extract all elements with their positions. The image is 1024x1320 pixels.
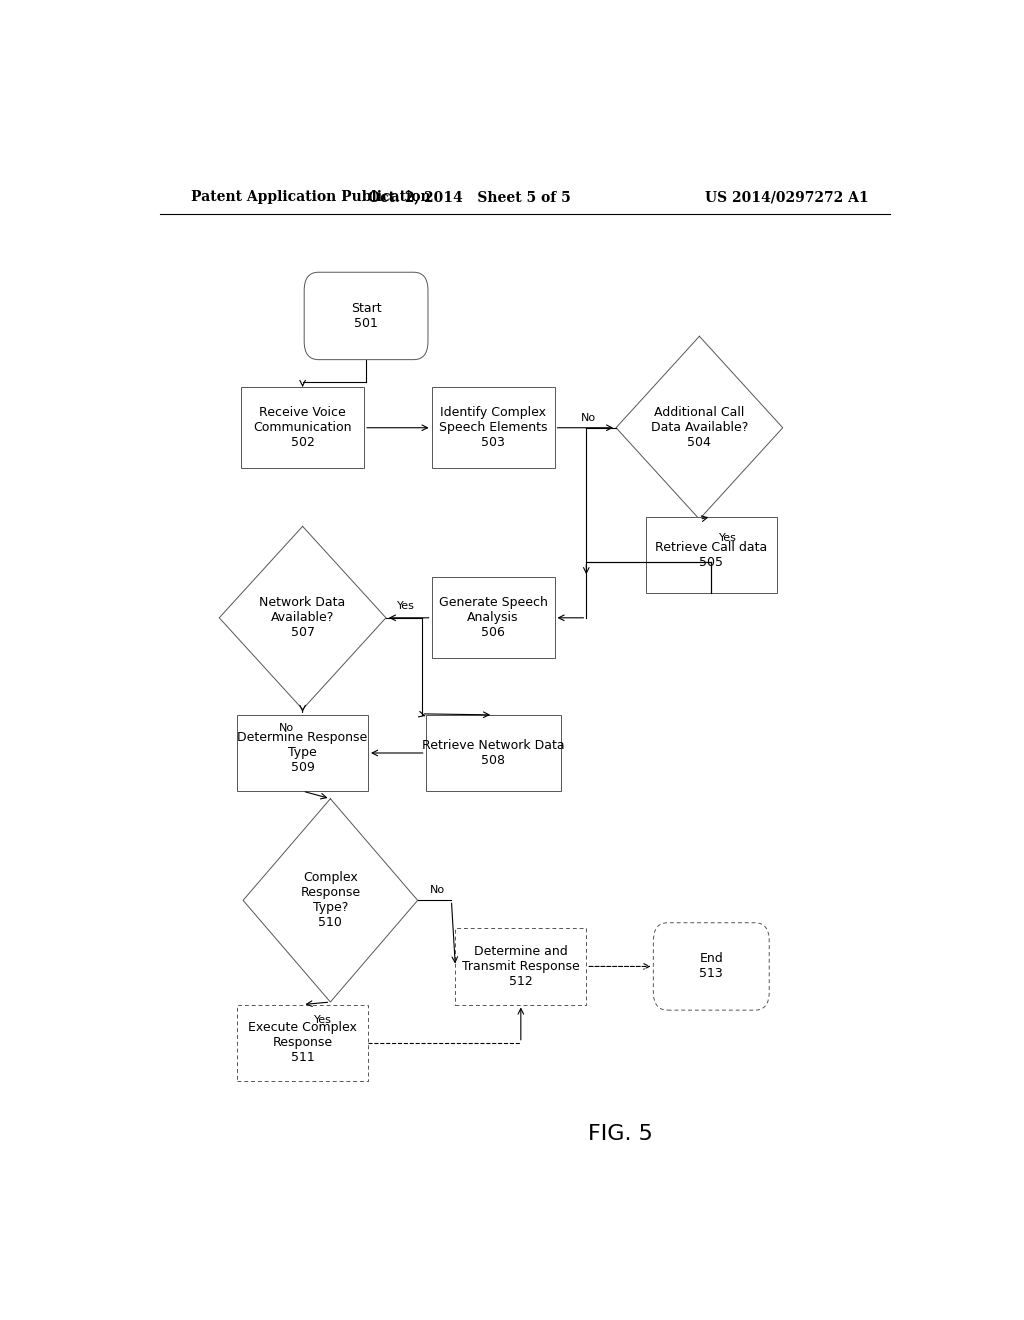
Text: Patent Application Publication: Patent Application Publication — [191, 190, 431, 205]
FancyBboxPatch shape — [426, 715, 560, 791]
Text: Receive Voice
Communication
502: Receive Voice Communication 502 — [253, 407, 352, 449]
FancyBboxPatch shape — [238, 1005, 368, 1081]
Text: Retrieve Network Data
508: Retrieve Network Data 508 — [422, 739, 564, 767]
Text: Retrieve Call data
505: Retrieve Call data 505 — [655, 541, 767, 569]
Text: Yes: Yes — [313, 1015, 332, 1026]
FancyBboxPatch shape — [304, 272, 428, 359]
Text: Generate Speech
Analysis
506: Generate Speech Analysis 506 — [438, 597, 548, 639]
Text: Execute Complex
Response
511: Execute Complex Response 511 — [248, 1022, 357, 1064]
Text: Complex
Response
Type?
510: Complex Response Type? 510 — [300, 871, 360, 929]
Text: Determine and
Transmit Response
512: Determine and Transmit Response 512 — [462, 945, 580, 987]
Text: US 2014/0297272 A1: US 2014/0297272 A1 — [705, 190, 868, 205]
Text: Determine Response
Type
509: Determine Response Type 509 — [238, 731, 368, 775]
Text: Yes: Yes — [397, 601, 415, 611]
Text: Network Data
Available?
507: Network Data Available? 507 — [259, 597, 346, 639]
Text: No: No — [581, 413, 596, 422]
FancyBboxPatch shape — [653, 923, 769, 1010]
Text: No: No — [430, 886, 445, 895]
Polygon shape — [243, 799, 418, 1002]
FancyBboxPatch shape — [431, 577, 555, 659]
FancyBboxPatch shape — [238, 715, 368, 791]
Text: No: No — [280, 722, 294, 733]
Text: FIG. 5: FIG. 5 — [588, 1125, 652, 1144]
Polygon shape — [219, 527, 386, 709]
Text: Identify Complex
Speech Elements
503: Identify Complex Speech Elements 503 — [439, 407, 547, 449]
Text: Yes: Yes — [719, 532, 737, 543]
FancyBboxPatch shape — [456, 928, 587, 1005]
FancyBboxPatch shape — [646, 516, 777, 593]
Text: Additional Call
Data Available?
504: Additional Call Data Available? 504 — [650, 407, 749, 449]
Text: Oct. 2, 2014   Sheet 5 of 5: Oct. 2, 2014 Sheet 5 of 5 — [368, 190, 570, 205]
Text: Start
501: Start 501 — [351, 302, 381, 330]
FancyBboxPatch shape — [241, 387, 365, 469]
Text: End
513: End 513 — [699, 953, 723, 981]
Polygon shape — [616, 337, 782, 519]
FancyBboxPatch shape — [431, 387, 555, 469]
